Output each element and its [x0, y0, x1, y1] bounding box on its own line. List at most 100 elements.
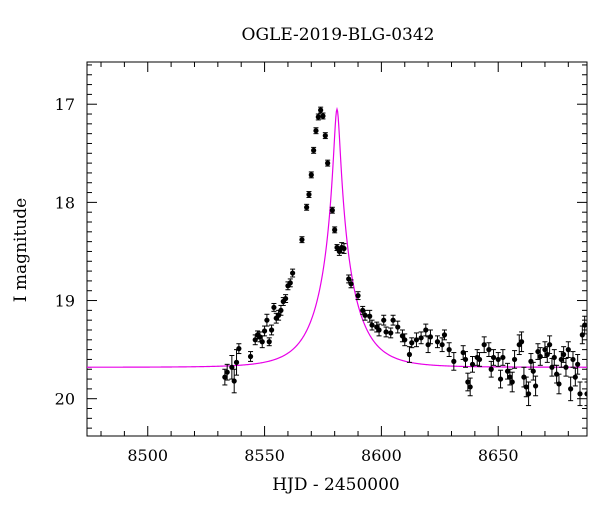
data-marker: [570, 356, 576, 363]
data-point: [563, 357, 569, 377]
data-marker: [495, 356, 501, 363]
data-point: [528, 353, 534, 370]
plot-frame: [86, 61, 588, 437]
data-marker: [565, 347, 571, 353]
data-marker: [325, 160, 331, 166]
data-marker: [507, 374, 513, 380]
data-marker: [556, 381, 562, 387]
data-point: [525, 381, 532, 407]
data-point: [409, 337, 415, 349]
data-points: [222, 106, 587, 407]
data-point: [572, 367, 578, 387]
data-marker: [367, 313, 373, 319]
data-marker: [222, 374, 228, 380]
data-marker: [544, 351, 550, 358]
x-axis-tick-labels: 8500 8550 8600 8650: [127, 446, 518, 465]
data-point: [427, 329, 434, 345]
data-point: [570, 351, 576, 368]
data-marker: [462, 356, 469, 363]
data-point: [362, 309, 368, 321]
data-point: [402, 333, 408, 347]
x-axis-label: HJD - 2450000: [272, 475, 400, 495]
data-point: [390, 314, 396, 326]
data-point: [579, 325, 585, 345]
data-marker: [481, 342, 487, 348]
data-marker: [348, 281, 354, 287]
data-marker: [299, 237, 305, 243]
data-point: [306, 191, 312, 198]
data-marker: [427, 334, 434, 340]
data-marker: [233, 359, 240, 365]
data-marker: [306, 191, 312, 198]
data-point: [497, 369, 504, 389]
data-marker: [460, 349, 466, 356]
data-marker: [231, 378, 237, 384]
data-marker: [257, 334, 263, 340]
data-point: [313, 127, 319, 135]
data-marker: [488, 366, 494, 372]
data-point: [341, 243, 347, 254]
data-marker: [318, 107, 324, 113]
x-tick-label: 8600: [361, 446, 402, 465]
data-marker: [465, 379, 471, 385]
model-curve: [87, 106, 587, 368]
data-point: [383, 326, 389, 338]
y-tick-label: 19: [55, 292, 75, 311]
data-point: [311, 146, 317, 154]
data-point: [547, 335, 553, 355]
data-point: [261, 325, 268, 337]
data-marker: [518, 339, 525, 345]
data-marker: [549, 364, 555, 370]
data-point: [290, 268, 296, 278]
data-marker: [322, 133, 328, 139]
data-marker: [332, 227, 338, 233]
data-marker: [547, 342, 553, 348]
data-marker: [413, 337, 420, 343]
data-point: [582, 315, 587, 335]
data-point: [532, 375, 539, 397]
data-marker: [530, 368, 536, 374]
data-point: [551, 349, 557, 366]
data-point: [476, 352, 483, 367]
data-marker: [525, 391, 532, 397]
data-marker: [390, 317, 396, 323]
data-point: [304, 203, 310, 211]
chart-title: OGLE-2019-BLG-0342: [242, 25, 435, 45]
data-point: [549, 357, 555, 377]
data-point: [348, 279, 354, 289]
data-point: [268, 324, 275, 336]
data-point: [224, 363, 230, 381]
data-marker: [582, 322, 587, 328]
data-marker: [575, 361, 581, 367]
data-marker: [561, 351, 567, 358]
data-marker: [551, 354, 557, 361]
data-marker: [406, 351, 413, 358]
data-point: [509, 371, 515, 393]
y-tick-label: 20: [55, 390, 75, 409]
data-marker: [278, 307, 284, 313]
data-point: [530, 361, 536, 381]
data-marker: [304, 204, 310, 210]
data-marker: [268, 327, 275, 333]
data-point: [565, 341, 571, 358]
y-tick-label: 18: [55, 193, 75, 212]
data-point: [462, 351, 469, 368]
data-point: [490, 349, 497, 366]
data-marker: [252, 337, 258, 343]
x-axis-ticks: [100, 62, 569, 436]
data-marker: [423, 327, 429, 333]
data-marker: [579, 332, 585, 338]
data-marker: [264, 317, 270, 323]
data-point: [406, 346, 413, 363]
data-marker: [542, 347, 548, 353]
data-marker: [311, 147, 317, 153]
data-marker: [266, 339, 272, 345]
data-point: [556, 373, 562, 395]
data-marker: [511, 356, 518, 363]
data-marker: [434, 339, 441, 345]
data-point: [568, 376, 574, 402]
data-point: [511, 350, 518, 369]
data-marker: [532, 383, 539, 389]
data-marker: [523, 384, 529, 390]
